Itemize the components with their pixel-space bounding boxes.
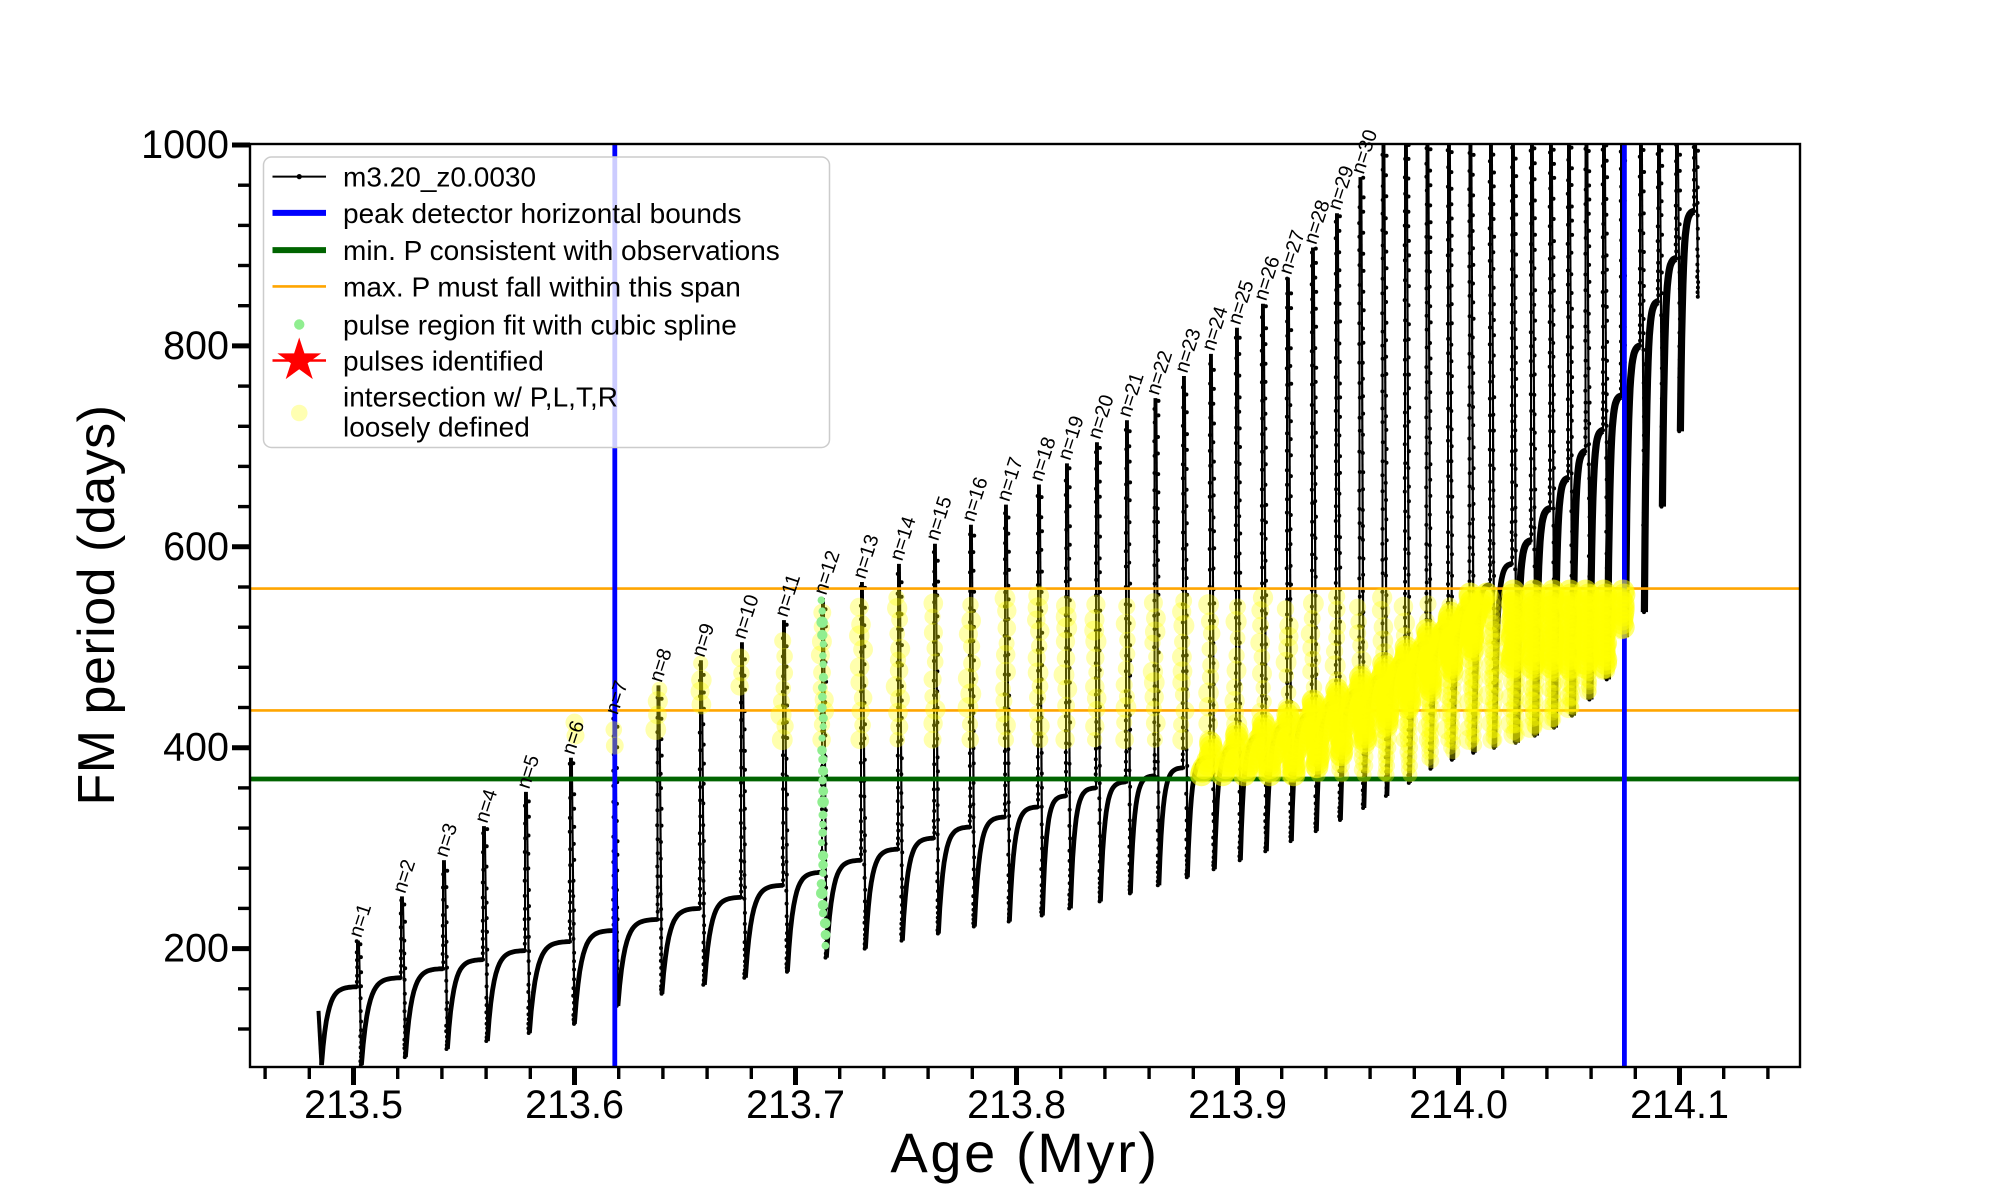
svg-text:intersection w/ P,L,T,R: intersection w/ P,L,T,R [343, 382, 618, 413]
svg-text:FM period (days): FM period (days) [68, 405, 126, 806]
svg-text:peak detector horizontal bound: peak detector horizontal bounds [343, 198, 742, 229]
svg-text:213.9: 213.9 [1188, 1083, 1287, 1127]
svg-text:1000: 1000 [141, 123, 229, 167]
svg-text:pulse region fit with cubic sp: pulse region fit with cubic spline [343, 310, 737, 341]
svg-text:400: 400 [163, 726, 229, 770]
svg-text:pulses identified: pulses identified [343, 346, 544, 377]
svg-text:200: 200 [163, 927, 229, 971]
svg-text:214.0: 214.0 [1409, 1083, 1508, 1127]
svg-text:213.6: 213.6 [525, 1083, 624, 1127]
svg-text:min. P consistent with observa: min. P consistent with observations [343, 235, 780, 266]
svg-text:213.8: 213.8 [967, 1083, 1066, 1127]
svg-text:loosely defined: loosely defined [343, 412, 530, 443]
svg-text:m3.20_z0.0030: m3.20_z0.0030 [343, 162, 536, 193]
svg-text:600: 600 [163, 525, 229, 569]
svg-text:214.1: 214.1 [1630, 1083, 1729, 1127]
svg-text:Age (Myr): Age (Myr) [890, 1121, 1159, 1184]
svg-text:213.5: 213.5 [304, 1083, 403, 1127]
svg-text:800: 800 [163, 324, 229, 368]
svg-text:213.7: 213.7 [746, 1083, 845, 1127]
svg-text:max. P must fall within this s: max. P must fall within this span [343, 271, 741, 302]
